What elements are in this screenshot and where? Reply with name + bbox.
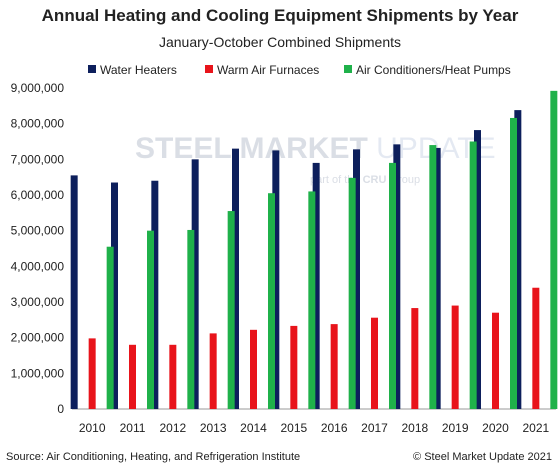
bar-warm-air-furnaces-2013 [209,333,217,409]
bar-air-conditioners-heat-pumps-2013 [227,211,235,409]
legend: Water Heaters Warm Air Furnaces Air Condit… [88,63,511,77]
bar-warm-air-furnaces-2018 [411,308,419,409]
x-tick-label: 2014 [240,421,267,435]
watermark-badge: CRU [363,174,387,186]
y-tick-label: 4,000,000 [11,259,65,273]
bar-water-heaters-2014 [232,148,239,409]
bar-warm-air-furnaces-2011 [129,344,136,409]
chart-subtitle: January-October Combined Shipments [158,34,401,50]
bar-warm-air-furnaces-2015 [290,325,298,409]
x-axis: 2010 2011 2012 2013 2014 2015 2016 2017 2018 2019… [72,408,556,435]
y-axis: 0 1,000,000 2,000,000 3,000,000 4,000,000 5,0… [11,81,65,416]
y-tick-label: 2,000,000 [11,331,65,345]
bar-air-conditioners-heat-pumps-2010 [106,246,114,409]
y-tick-label: 9,000,000 [11,81,65,95]
bar-warm-air-furnaces-2016 [330,324,338,409]
legend-swatch [88,65,96,73]
x-tick-label: 2017 [361,421,388,435]
bar-warm-air-furnaces-2014 [250,329,257,409]
x-tick-label: 2015 [280,421,307,435]
bar-air-conditioners-heat-pumps-2012 [187,229,195,409]
y-tick-label: 8,000,000 [11,117,65,131]
bar-water-heaters-2015 [272,150,280,409]
bar-water-heaters-2013 [191,159,199,409]
legend-label: Water Heaters [100,63,177,77]
copyright-note: © Steel Market Update 2021 [413,451,552,463]
bar-water-heaters-2016 [312,162,320,409]
x-tick-label: 2019 [442,421,469,435]
x-tick-label: 2016 [321,421,348,435]
bar-warm-air-furnaces-2019 [451,305,459,409]
x-tick-label: 2020 [482,421,509,435]
x-tick-label: 2018 [401,421,428,435]
svg-text:part of the CRU Group: part of the CRU Group [310,174,420,186]
x-tick-label: 2021 [522,421,549,435]
bar-warm-air-furnaces-2010 [88,338,96,409]
bar-air-conditioners-heat-pumps-2016 [348,177,356,409]
bar-air-conditioners-heat-pumps-2017 [389,162,396,409]
bar-water-heaters-2010 [70,175,78,409]
bar-air-conditioners-heat-pumps-2015 [308,191,316,409]
bar-warm-air-furnaces-2020 [492,312,499,409]
y-tick-label: 1,000,000 [11,366,65,380]
svg-text:STEEL MARKET UPDATE: STEEL MARKET UPDATE [135,132,496,165]
bar-air-conditioners-heat-pumps-2020 [510,117,517,410]
source-note: Source: Air Conditioning, Heating, and R… [6,451,301,463]
bar-warm-air-furnaces-2017 [371,317,378,409]
bar-warm-air-furnaces-2021 [532,287,540,409]
bar-air-conditioners-heat-pumps-2011 [147,230,154,409]
legend-swatch [344,65,352,73]
bar-water-heaters-2020 [474,130,481,409]
bar-air-conditioners-heat-pumps-2021 [550,90,558,409]
x-tick-label: 2013 [200,421,227,435]
y-tick-label: 5,000,000 [11,224,65,238]
legend-label: Warm Air Furnaces [217,63,319,77]
bar-water-heaters-2012 [151,180,159,409]
bar-air-conditioners-heat-pumps-2018 [429,145,437,410]
x-tick-label: 2012 [159,421,186,435]
y-tick-label: 7,000,000 [11,152,65,166]
bar-water-heaters-2017 [353,149,360,409]
bars [70,90,558,410]
y-tick-label: 6,000,000 [11,188,65,202]
watermark-steel: STEEL [135,132,239,165]
bar-air-conditioners-heat-pumps-2019 [469,141,477,409]
legend-swatch [205,65,213,73]
bar-water-heaters-2018 [393,144,401,409]
y-tick-label: 3,000,000 [11,295,65,309]
chart-title: Annual Heating and Cooling Equipment Shi… [41,6,519,25]
bar-warm-air-furnaces-2012 [169,344,177,409]
bar-water-heaters-2011 [111,182,118,409]
x-tick-label: 2011 [120,421,146,435]
legend-label: Air Conditioners/Heat Pumps [356,63,511,77]
y-tick-label: 0 [57,402,64,416]
bar-water-heaters-2019 [433,147,441,410]
bar-air-conditioners-heat-pumps-2014 [268,193,275,409]
x-tick-label: 2010 [79,421,106,435]
bar-water-heaters-2021 [514,110,522,409]
